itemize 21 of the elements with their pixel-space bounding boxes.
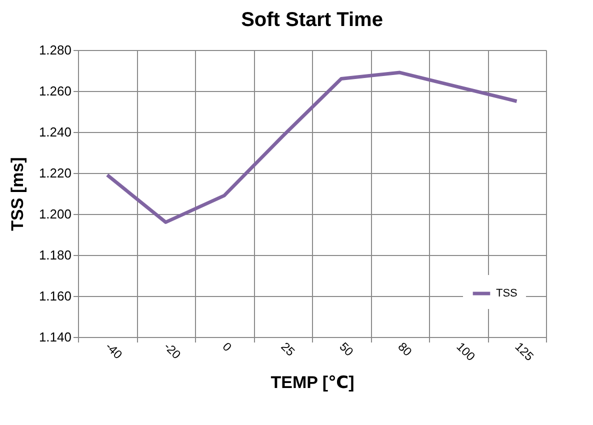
- y-tick-label: 1.140: [38, 330, 72, 344]
- y-tick-label: 1.160: [38, 288, 72, 304]
- x-tick-label: 0: [220, 340, 235, 354]
- y-tick-label: 1.260: [38, 84, 72, 98]
- line-series: [106, 70, 518, 224]
- x-tick-label: 80: [395, 340, 415, 360]
- chart-title: Soft Start Time: [241, 9, 383, 31]
- y-tick-label: 1.180: [38, 248, 72, 262]
- y-tick-label: 1.200: [38, 206, 72, 222]
- x-tick-label: 50: [336, 340, 356, 360]
- x-tick-label: 25: [278, 340, 298, 360]
- y-tick-label: 1.240: [38, 124, 72, 140]
- x-tick-label: -40: [102, 340, 126, 362]
- x-tick-label: 125: [512, 340, 537, 364]
- legend-label: TSS: [496, 288, 518, 300]
- y-tick-label: 1.220: [38, 166, 72, 180]
- x-tick-label: 100: [454, 340, 478, 364]
- y-axis-title: TSS [ms]: [8, 157, 27, 231]
- x-tick-label: -20: [161, 340, 184, 362]
- x-axis-title: TEMP [℃]: [270, 372, 354, 392]
- y-tick-label: 1.280: [38, 42, 72, 58]
